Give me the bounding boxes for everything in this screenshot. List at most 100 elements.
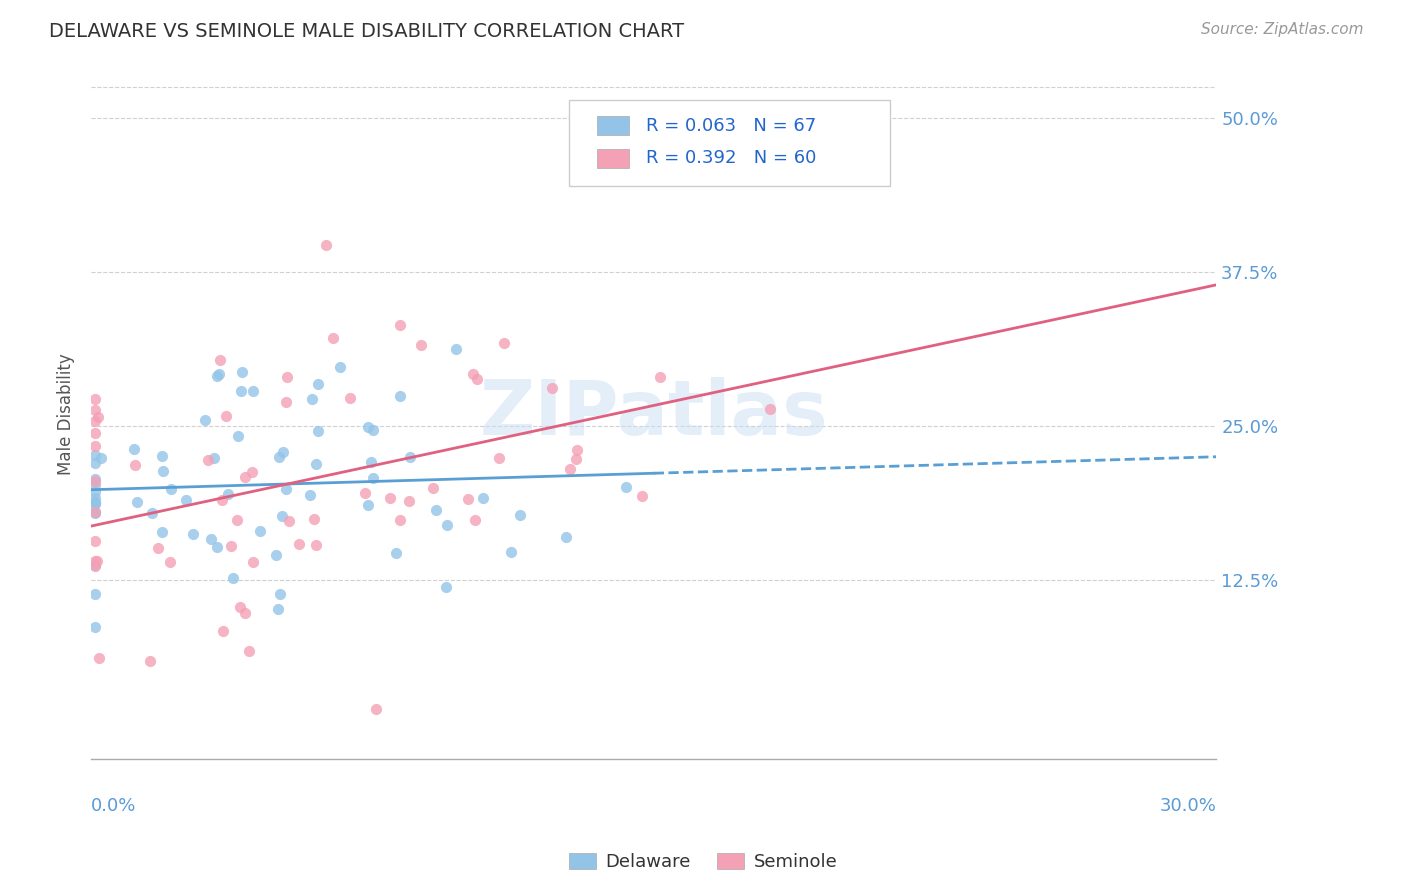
Point [83,506,105,520]
Point [233,606,256,620]
Point [329,360,352,375]
Point [354,486,377,500]
Point [339,392,361,406]
Point [564,451,586,466]
Point [307,424,329,438]
Text: 0.0%: 0.0% [91,797,136,814]
Point [150,525,173,540]
Point [399,450,422,464]
Text: 30.0%: 30.0% [1160,797,1216,814]
Point [83,426,105,441]
Point [152,464,174,478]
Point [181,527,204,541]
Point [288,537,311,551]
Point [83,485,105,500]
Point [444,342,467,356]
Point [315,237,337,252]
Point [83,491,105,505]
Point [463,367,485,381]
Point [554,530,576,544]
Point [540,381,562,395]
Point [87,409,110,424]
Point [307,376,329,391]
Point [141,506,163,520]
Point [205,540,228,554]
Point [305,457,328,471]
Point [83,392,105,406]
Point [124,458,146,473]
Point [380,491,402,506]
Point [305,538,328,552]
Point [83,472,105,486]
Point [422,481,444,495]
Point [83,477,105,491]
Point [211,492,233,507]
Point [472,491,495,506]
Point [249,524,271,538]
Point [565,442,588,457]
Point [226,428,249,442]
Point [465,371,488,385]
Point [200,532,222,546]
Point [276,482,298,496]
Point [208,368,231,382]
Point [758,401,780,416]
Point [221,539,243,553]
Point [159,482,181,496]
Point [360,455,382,469]
Point [509,508,531,522]
Point [648,370,671,384]
Point [229,599,252,614]
Point [83,439,105,453]
Text: DELAWARE VS SEMINOLE MALE DISABILITY CORRELATION CHART: DELAWARE VS SEMINOLE MALE DISABILITY COR… [49,22,685,41]
Point [83,587,105,601]
Point [366,702,388,716]
Point [159,555,181,569]
Point [83,558,105,573]
Point [231,365,253,379]
Point [229,384,252,398]
Point [215,409,238,423]
Point [83,506,105,520]
Point [499,545,522,559]
Point [242,384,264,398]
Point [83,456,105,470]
Point [298,488,321,502]
Point [614,480,637,494]
Point [558,462,581,476]
Point [436,517,458,532]
Point [194,413,217,427]
Point [83,496,105,510]
Point [83,533,105,548]
Point [357,499,380,513]
Point [233,470,256,484]
Point [122,442,145,457]
Point [83,414,105,428]
Point [242,556,264,570]
Point [271,445,294,459]
Point [267,450,290,465]
Point [322,331,344,345]
Point [86,554,108,568]
Point [83,497,105,511]
Point [464,513,486,527]
Point [271,508,294,523]
Point [83,403,105,417]
Point [385,546,408,560]
Point [492,336,515,351]
Point [90,451,112,466]
Point [208,353,231,368]
Point [276,370,298,384]
Point [222,571,245,585]
Point [301,392,323,406]
Point [83,558,105,573]
Point [217,487,239,501]
Point [83,449,105,463]
Text: R = 0.063   N = 67: R = 0.063 N = 67 [645,117,815,135]
Legend: Delaware, Seminole: Delaware, Seminole [561,846,845,879]
Point [357,420,380,434]
Text: R = 0.392   N = 60: R = 0.392 N = 60 [645,149,817,168]
Point [411,338,433,352]
FancyBboxPatch shape [569,100,890,186]
Point [488,450,510,465]
